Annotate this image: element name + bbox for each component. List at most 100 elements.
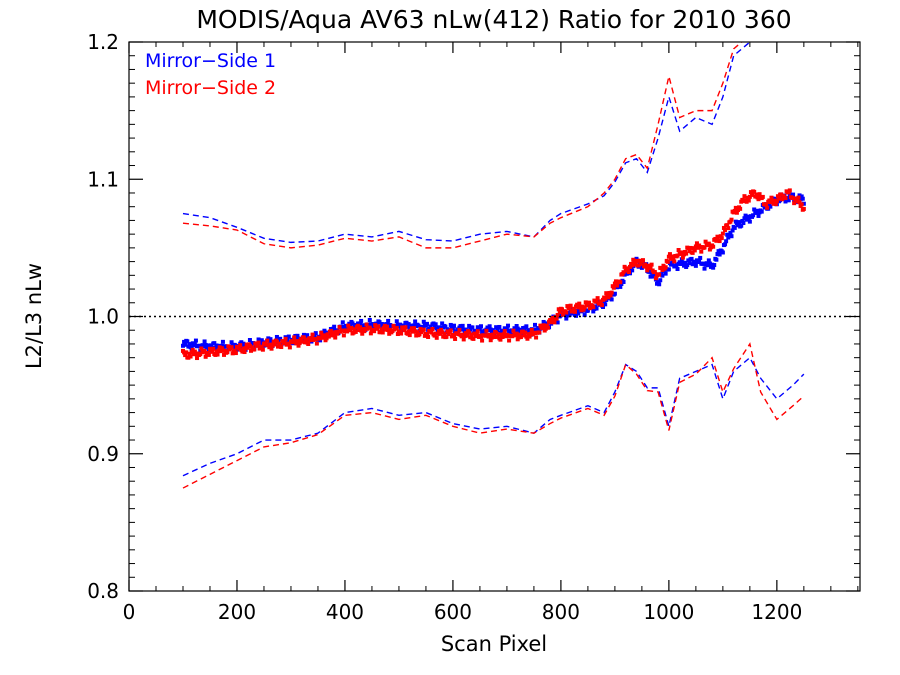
mirror-side-2-point xyxy=(500,334,505,339)
mirror-side-2-point xyxy=(522,333,527,338)
mirror-side-2-point xyxy=(684,251,689,256)
mirror-side-1-point xyxy=(421,319,426,324)
mirror-side-1-point xyxy=(412,323,417,328)
mirror-side-1-point xyxy=(739,223,744,228)
mirror-side-1-point xyxy=(565,313,570,318)
mirror-side-1-point xyxy=(350,321,355,326)
mirror-side-2-point xyxy=(691,246,696,251)
mirror-side-2-point xyxy=(480,338,485,343)
mirror-side-1-point xyxy=(675,267,680,272)
mirror-side-2-point xyxy=(517,332,522,337)
mirror-side-1-point xyxy=(690,262,695,267)
mirror-side-2-point xyxy=(483,333,488,338)
mirror-side-2-point xyxy=(521,329,526,334)
mirror-side-2-point xyxy=(491,335,496,340)
mirror-side-2-point xyxy=(412,326,417,331)
mirror-side-2-point xyxy=(726,226,731,231)
mirror-side-1-point xyxy=(460,323,465,328)
mirror-side-1-point xyxy=(759,209,764,214)
mirror-side-1-point xyxy=(331,326,336,331)
mirror-side-2-point xyxy=(760,194,765,199)
mirror-side-2-point xyxy=(706,241,711,246)
mirror-side-1-point xyxy=(497,324,502,329)
mirror-side-2-point xyxy=(380,330,385,335)
mirror-side-2-point xyxy=(385,324,390,329)
mirror-side-1-point xyxy=(352,323,357,328)
mirror-side-1-point xyxy=(612,291,617,296)
mirror-side-1-point xyxy=(318,338,323,343)
mirror-side-2-point xyxy=(217,345,222,350)
mirror-side-1-point xyxy=(286,334,291,339)
y-tick-label: 1.2 xyxy=(87,30,119,54)
mirror-side-1-point xyxy=(448,322,453,327)
mirror-side-1-point xyxy=(212,341,217,346)
mirror-side-2-point xyxy=(337,325,342,330)
mirror-side-2-point xyxy=(537,330,542,335)
mirror-side-2-point xyxy=(555,312,560,317)
mirror-side-1-point xyxy=(717,252,722,257)
mirror-side-1-point xyxy=(234,347,239,352)
mirror-side-2-point xyxy=(198,351,203,356)
mirror-side-2-point xyxy=(375,326,380,331)
mirror-side-2-point xyxy=(426,334,431,339)
mirror-side-2-point xyxy=(186,355,191,360)
mirror-side-1-point xyxy=(594,306,599,311)
mirror-side-2-point xyxy=(472,331,477,336)
mirror-side-1-point xyxy=(485,325,490,330)
mirror-side-1-point xyxy=(656,280,661,285)
mirror-side-1-point xyxy=(259,338,264,343)
mirror-side-2-point xyxy=(638,261,643,266)
mirror-side-1-point xyxy=(406,322,411,327)
mirror-side-2-point xyxy=(364,322,369,327)
mirror-side-1-point xyxy=(725,232,730,237)
mirror-side-2-point xyxy=(628,264,633,269)
mirror-side-2-point xyxy=(571,306,576,311)
mirror-side-2-point xyxy=(765,205,770,210)
mirror-side-1-point xyxy=(666,267,671,272)
mirror-side-2-point xyxy=(786,190,791,195)
mirror-side-2-point xyxy=(452,333,457,338)
mirror-side-2-point xyxy=(253,341,258,346)
mirror-side-2-point xyxy=(395,332,400,337)
mirror-side-2-point xyxy=(561,312,566,317)
mirror-side-2-point xyxy=(213,352,218,357)
mirror-side-2-point xyxy=(770,199,775,204)
mirror-side-2-point xyxy=(382,323,387,328)
mirror-side-1-point xyxy=(434,326,439,331)
mirror-side-2-point xyxy=(403,325,408,330)
mirror-side-1-point xyxy=(783,199,788,204)
mirror-side-1-point xyxy=(512,326,517,331)
mirror-side-1-point xyxy=(752,207,757,212)
mirror-side-2-point xyxy=(188,354,193,359)
mirror-side-2-point xyxy=(349,325,354,330)
mirror-side-1-point xyxy=(555,320,560,325)
mirror-side-2-point xyxy=(496,332,501,337)
mirror-side-2-point xyxy=(341,333,346,338)
mirror-side-2-point xyxy=(405,331,410,336)
x-tick-label: 1200 xyxy=(751,600,802,624)
mirror-side-1-point xyxy=(439,325,444,330)
x-tick-label: 400 xyxy=(326,600,364,624)
x-tick-label: 800 xyxy=(542,600,580,624)
mirror-side-2-point xyxy=(183,353,188,358)
mirror-side-1-point xyxy=(183,342,188,347)
mirror-side-2-point xyxy=(648,266,653,271)
mirror-side-1-point xyxy=(339,324,344,329)
mirror-side-2-point xyxy=(559,307,564,312)
mirror-side-1-point xyxy=(398,322,403,327)
mirror-side-1-point xyxy=(768,204,773,209)
mirror-side-2-point xyxy=(444,334,449,339)
mirror-side-1-points xyxy=(180,192,806,354)
x-tick-label: 0 xyxy=(123,600,136,624)
mirror-side-2-point xyxy=(693,244,698,249)
mirror-side-1-point xyxy=(567,313,572,318)
mirror-side-1-point xyxy=(425,321,430,326)
mirror-side-1-point xyxy=(651,274,656,279)
mirror-side-2-point xyxy=(544,323,549,328)
mirror-side-1-point xyxy=(657,282,662,287)
mirror-side-2-point xyxy=(214,349,219,354)
mirror-side-2-point xyxy=(244,342,249,347)
mirror-side-2-point xyxy=(270,343,275,348)
mirror-side-2-point xyxy=(672,259,677,264)
mirror-side-2-point xyxy=(687,249,692,254)
